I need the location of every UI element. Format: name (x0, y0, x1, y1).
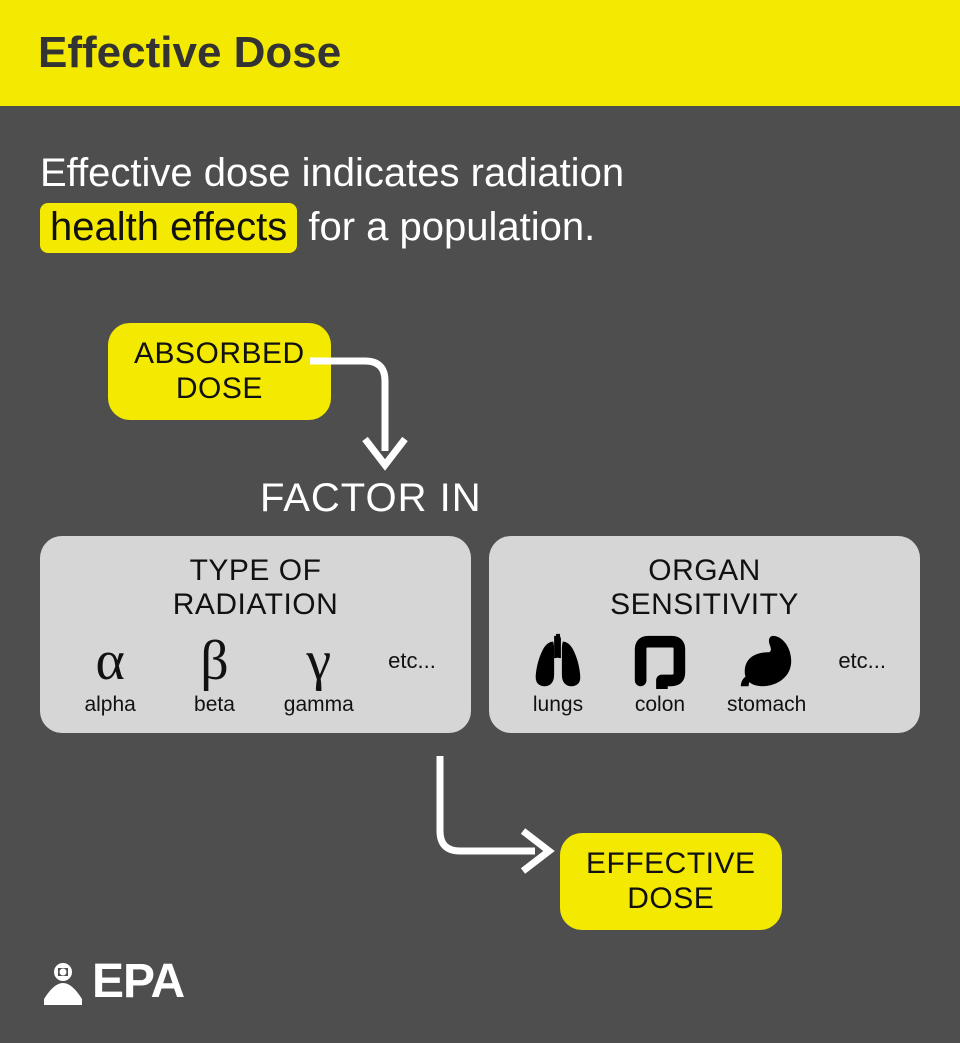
colon-label: colon (635, 693, 685, 717)
epa-logo-icon (40, 959, 86, 1005)
absorbed-dose-line2: DOSE (176, 372, 263, 407)
factor-cards-row: TYPE OF RADIATION α alpha β beta γ gamma (40, 536, 920, 733)
card-radiation-title-l2: RADIATION (173, 588, 339, 621)
stomach-icon (736, 633, 798, 689)
card-organ-title: ORGAN SENSITIVITY (511, 554, 898, 621)
effective-dose-line1: EFFECTIVE (586, 847, 756, 882)
intro-text: Effective dose indicates radiation healt… (40, 146, 624, 254)
card-organ-sensitivity: ORGAN SENSITIVITY lungs (489, 536, 920, 733)
effective-dose-line2: DOSE (627, 882, 714, 917)
organ-item-lungs: lungs (523, 633, 593, 717)
effective-dose-pill: EFFECTIVE DOSE (560, 833, 782, 930)
lungs-icon (527, 633, 589, 689)
gamma-label: gamma (284, 693, 354, 717)
colon-icon (629, 633, 691, 689)
header-bar: Effective Dose (0, 0, 960, 106)
card-radiation-title: TYPE OF RADIATION (62, 554, 449, 621)
radiation-item-beta: β beta (179, 633, 249, 717)
arrow-down-1 (305, 341, 485, 491)
beta-symbol: β (200, 633, 229, 689)
alpha-symbol: α (95, 633, 124, 689)
stomach-label: stomach (727, 693, 806, 717)
absorbed-dose-pill: ABSORBED DOSE (108, 323, 331, 420)
body-area: Effective dose indicates radiation healt… (0, 106, 960, 1043)
card-radiation-title-l1: TYPE OF (190, 554, 322, 587)
radiation-items-row: α alpha β beta γ gamma etc... (62, 633, 449, 717)
intro-highlight: health effects (40, 203, 297, 253)
card-organ-title-l2: SENSITIVITY (610, 588, 799, 621)
card-organ-title-l1: ORGAN (648, 554, 761, 587)
card-type-of-radiation: TYPE OF RADIATION α alpha β beta γ gamma (40, 536, 471, 733)
lungs-label: lungs (533, 693, 583, 717)
organ-items-row: lungs (511, 633, 898, 717)
alpha-label: alpha (84, 693, 135, 717)
factor-in-label: FACTOR IN (260, 476, 482, 521)
gamma-symbol: γ (306, 633, 331, 689)
beta-label: beta (194, 693, 235, 717)
epa-logo-text: EPA (92, 954, 184, 1009)
absorbed-dose-line1: ABSORBED (134, 337, 305, 372)
page-title: Effective Dose (38, 28, 341, 78)
infographic-page: Effective Dose Effective dose indicates … (0, 0, 960, 1043)
organ-etc: etc... (838, 648, 886, 702)
organ-item-colon: colon (625, 633, 695, 717)
intro-post: for a population. (297, 205, 595, 249)
radiation-item-gamma: γ gamma (284, 633, 354, 717)
epa-logo: EPA (40, 954, 184, 1009)
intro-pre: Effective dose indicates radiation (40, 151, 624, 195)
radiation-item-alpha: α alpha (75, 633, 145, 717)
organ-item-stomach: stomach (727, 633, 806, 717)
radiation-etc: etc... (388, 648, 436, 702)
